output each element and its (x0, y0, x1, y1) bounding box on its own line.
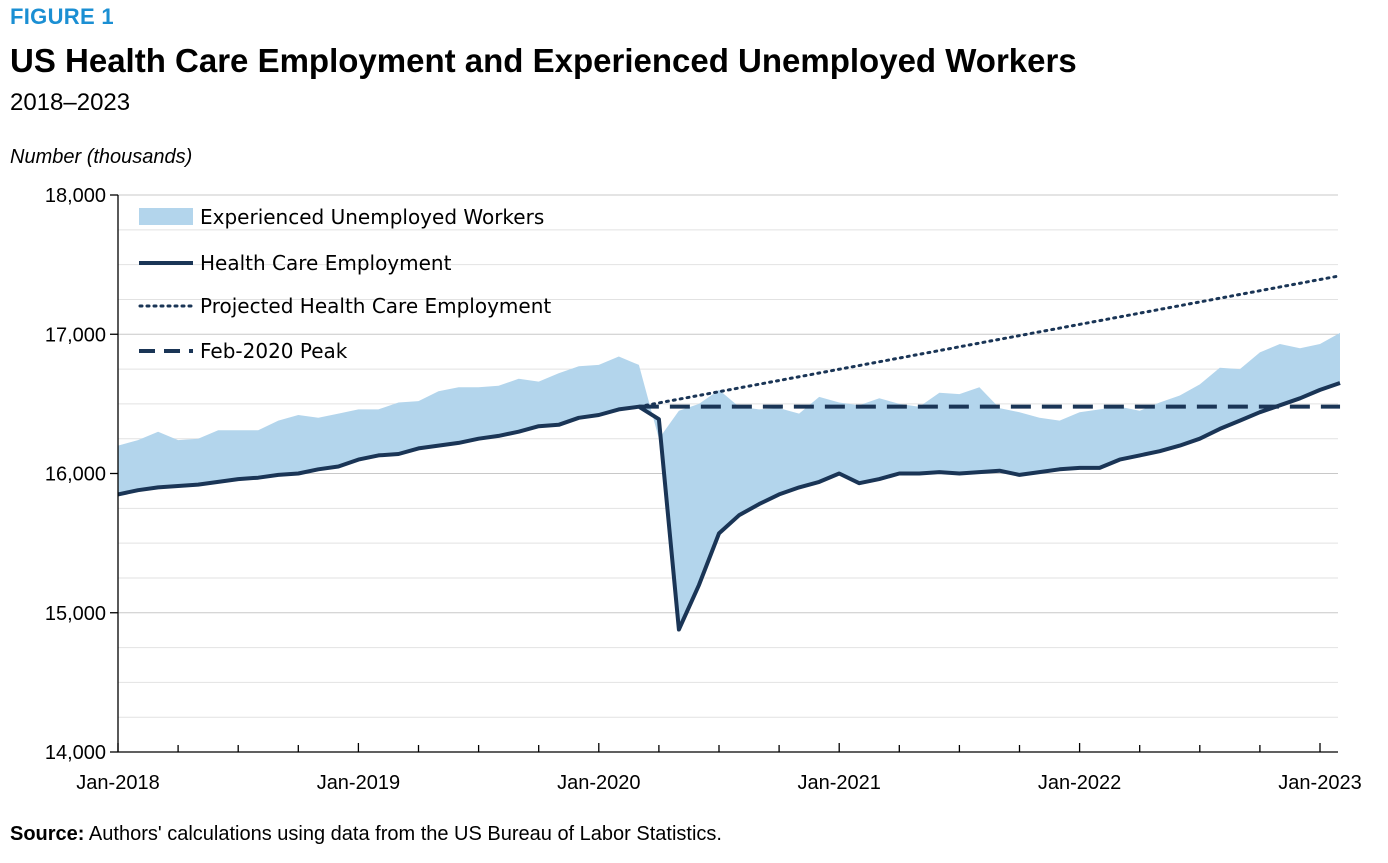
y-tick-label: 18,000 (45, 185, 106, 207)
figure-label: FIGURE 1 (10, 4, 114, 29)
y-tick-label: 15,000 (45, 603, 106, 625)
x-tick-label: Jan-2018 (76, 772, 159, 794)
y-tick-label: 17,000 (45, 324, 106, 346)
legend-label: Experienced Unemployed Workers (200, 205, 544, 229)
source-label: Source: (10, 823, 85, 845)
x-tick-label: Jan-2019 (317, 772, 400, 794)
legend: Experienced Unemployed Workers Health Car… (138, 205, 551, 363)
unemployed-area-layer (118, 332, 1340, 630)
legend-label: Feb-2020 Peak (200, 339, 348, 363)
chart-title: US Health Care Employment and Experience… (10, 42, 1077, 79)
lines-layer (117, 274, 1342, 632)
axes: 14,000 15,000 16,000 17,000 18,000 Jan-2018 Ja… (45, 185, 1362, 794)
projected-line (637, 274, 1342, 409)
gridlines (118, 194, 1338, 718)
source-note: Source: Authors' calculations using data… (10, 823, 722, 846)
x-tick-label: Jan-2021 (797, 772, 880, 794)
y-tick-label: 14,000 (45, 742, 106, 764)
legend-swatch-area (139, 208, 193, 225)
unemployed-area (118, 332, 1340, 630)
chart-subtitle: 2018–2023 (10, 89, 131, 116)
x-tick-label: Jan-2023 (1278, 772, 1361, 794)
legend-label: Health Care Employment (200, 251, 452, 275)
y-tick-label: 16,000 (45, 464, 106, 486)
employment-line (117, 381, 1341, 632)
y-axis-label: Number (thousands) (10, 146, 193, 168)
x-tick-label: Jan-2020 (557, 772, 640, 794)
source-text: Authors' calculations using data from th… (84, 823, 722, 845)
x-tick-label: Jan-2022 (1038, 772, 1121, 794)
legend-label: Projected Health Care Employment (200, 294, 551, 318)
